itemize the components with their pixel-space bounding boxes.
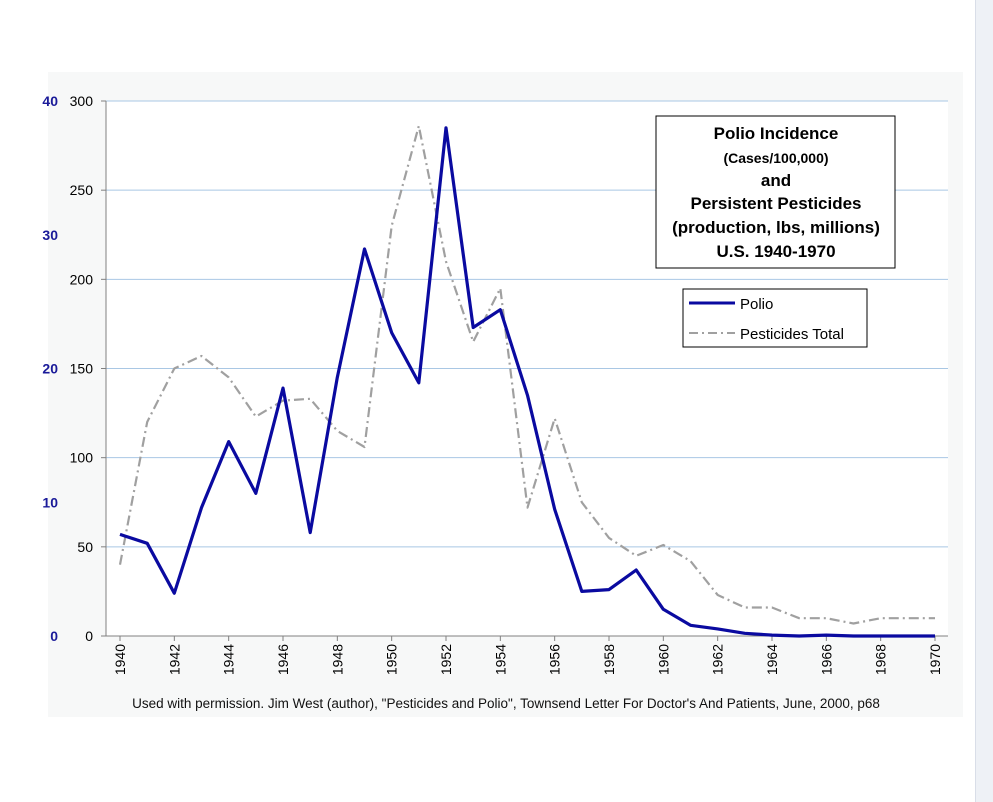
y-tick-label: 300 [70, 93, 94, 109]
title-line-1: Polio Incidence [714, 124, 839, 143]
x-tick-label: 1968 [873, 644, 889, 675]
series-line-polio [119, 126, 935, 638]
x-tick-label: 1952 [438, 644, 454, 675]
source-note: Used with permission. Jim West (author),… [132, 696, 880, 711]
series-line-pesticides-total [118, 124, 935, 625]
title-line-3: and [761, 171, 791, 190]
y-tick-label: 150 [70, 361, 94, 377]
right-edge-strip [975, 0, 993, 802]
x-tick-label: 1956 [547, 644, 563, 675]
x-tick-label: 1966 [818, 644, 834, 675]
left-axis-tick-label: 40 [42, 93, 58, 109]
title-box: Polio Incidence (Cases/100,000) and Pers… [655, 115, 896, 269]
title-line-6: U.S. 1940-1970 [716, 242, 835, 261]
legend-frame [682, 288, 868, 348]
left-axis-tick-label: 20 [42, 361, 58, 377]
title-line-4: Persistent Pesticides [690, 194, 861, 213]
legend: Polio Pesticides Total [682, 288, 868, 348]
x-axis-ticks: 1940 1942 1944 1946 1948 1950 1952 1954 1956 1958… [112, 636, 943, 675]
legend-label-polio: Polio [740, 296, 773, 313]
left-axis-tick-label: 10 [42, 494, 58, 510]
x-tick-label: 1970 [927, 644, 943, 675]
left-axis-tick-label: 30 [42, 227, 58, 243]
x-tick-label: 1950 [384, 644, 400, 675]
x-tick-label: 1944 [221, 644, 237, 675]
x-tick-label: 1946 [275, 644, 291, 675]
right-axis-ticks: 0 50 100 150 200 250 300 [70, 93, 106, 644]
series-lines [118, 124, 935, 638]
x-tick-label: 1942 [166, 644, 182, 675]
y-tick-label: 0 [85, 628, 93, 644]
y-tick-label: 100 [70, 450, 94, 466]
y-tick-label: 50 [77, 539, 93, 555]
title-box-frame [655, 115, 896, 269]
left-axis-ticks: 0 10 20 30 40 [42, 93, 58, 644]
gridlines [106, 100, 948, 548]
x-tick-label: 1940 [112, 644, 128, 675]
x-tick-label: 1962 [710, 644, 726, 675]
left-axis-tick-label: 0 [50, 628, 58, 644]
title-line-2: (Cases/100,000) [723, 150, 828, 166]
x-tick-label: 1964 [764, 644, 780, 675]
y-tick-label: 200 [70, 271, 94, 287]
title-line-5: (production, lbs, millions) [672, 218, 880, 237]
y-tick-label: 250 [70, 182, 94, 198]
legend-label-pesticides: Pesticides Total [740, 326, 844, 343]
x-tick-label: 1960 [655, 644, 671, 675]
x-tick-label: 1958 [601, 644, 617, 675]
x-tick-label: 1954 [492, 644, 508, 675]
x-tick-label: 1948 [329, 644, 345, 675]
